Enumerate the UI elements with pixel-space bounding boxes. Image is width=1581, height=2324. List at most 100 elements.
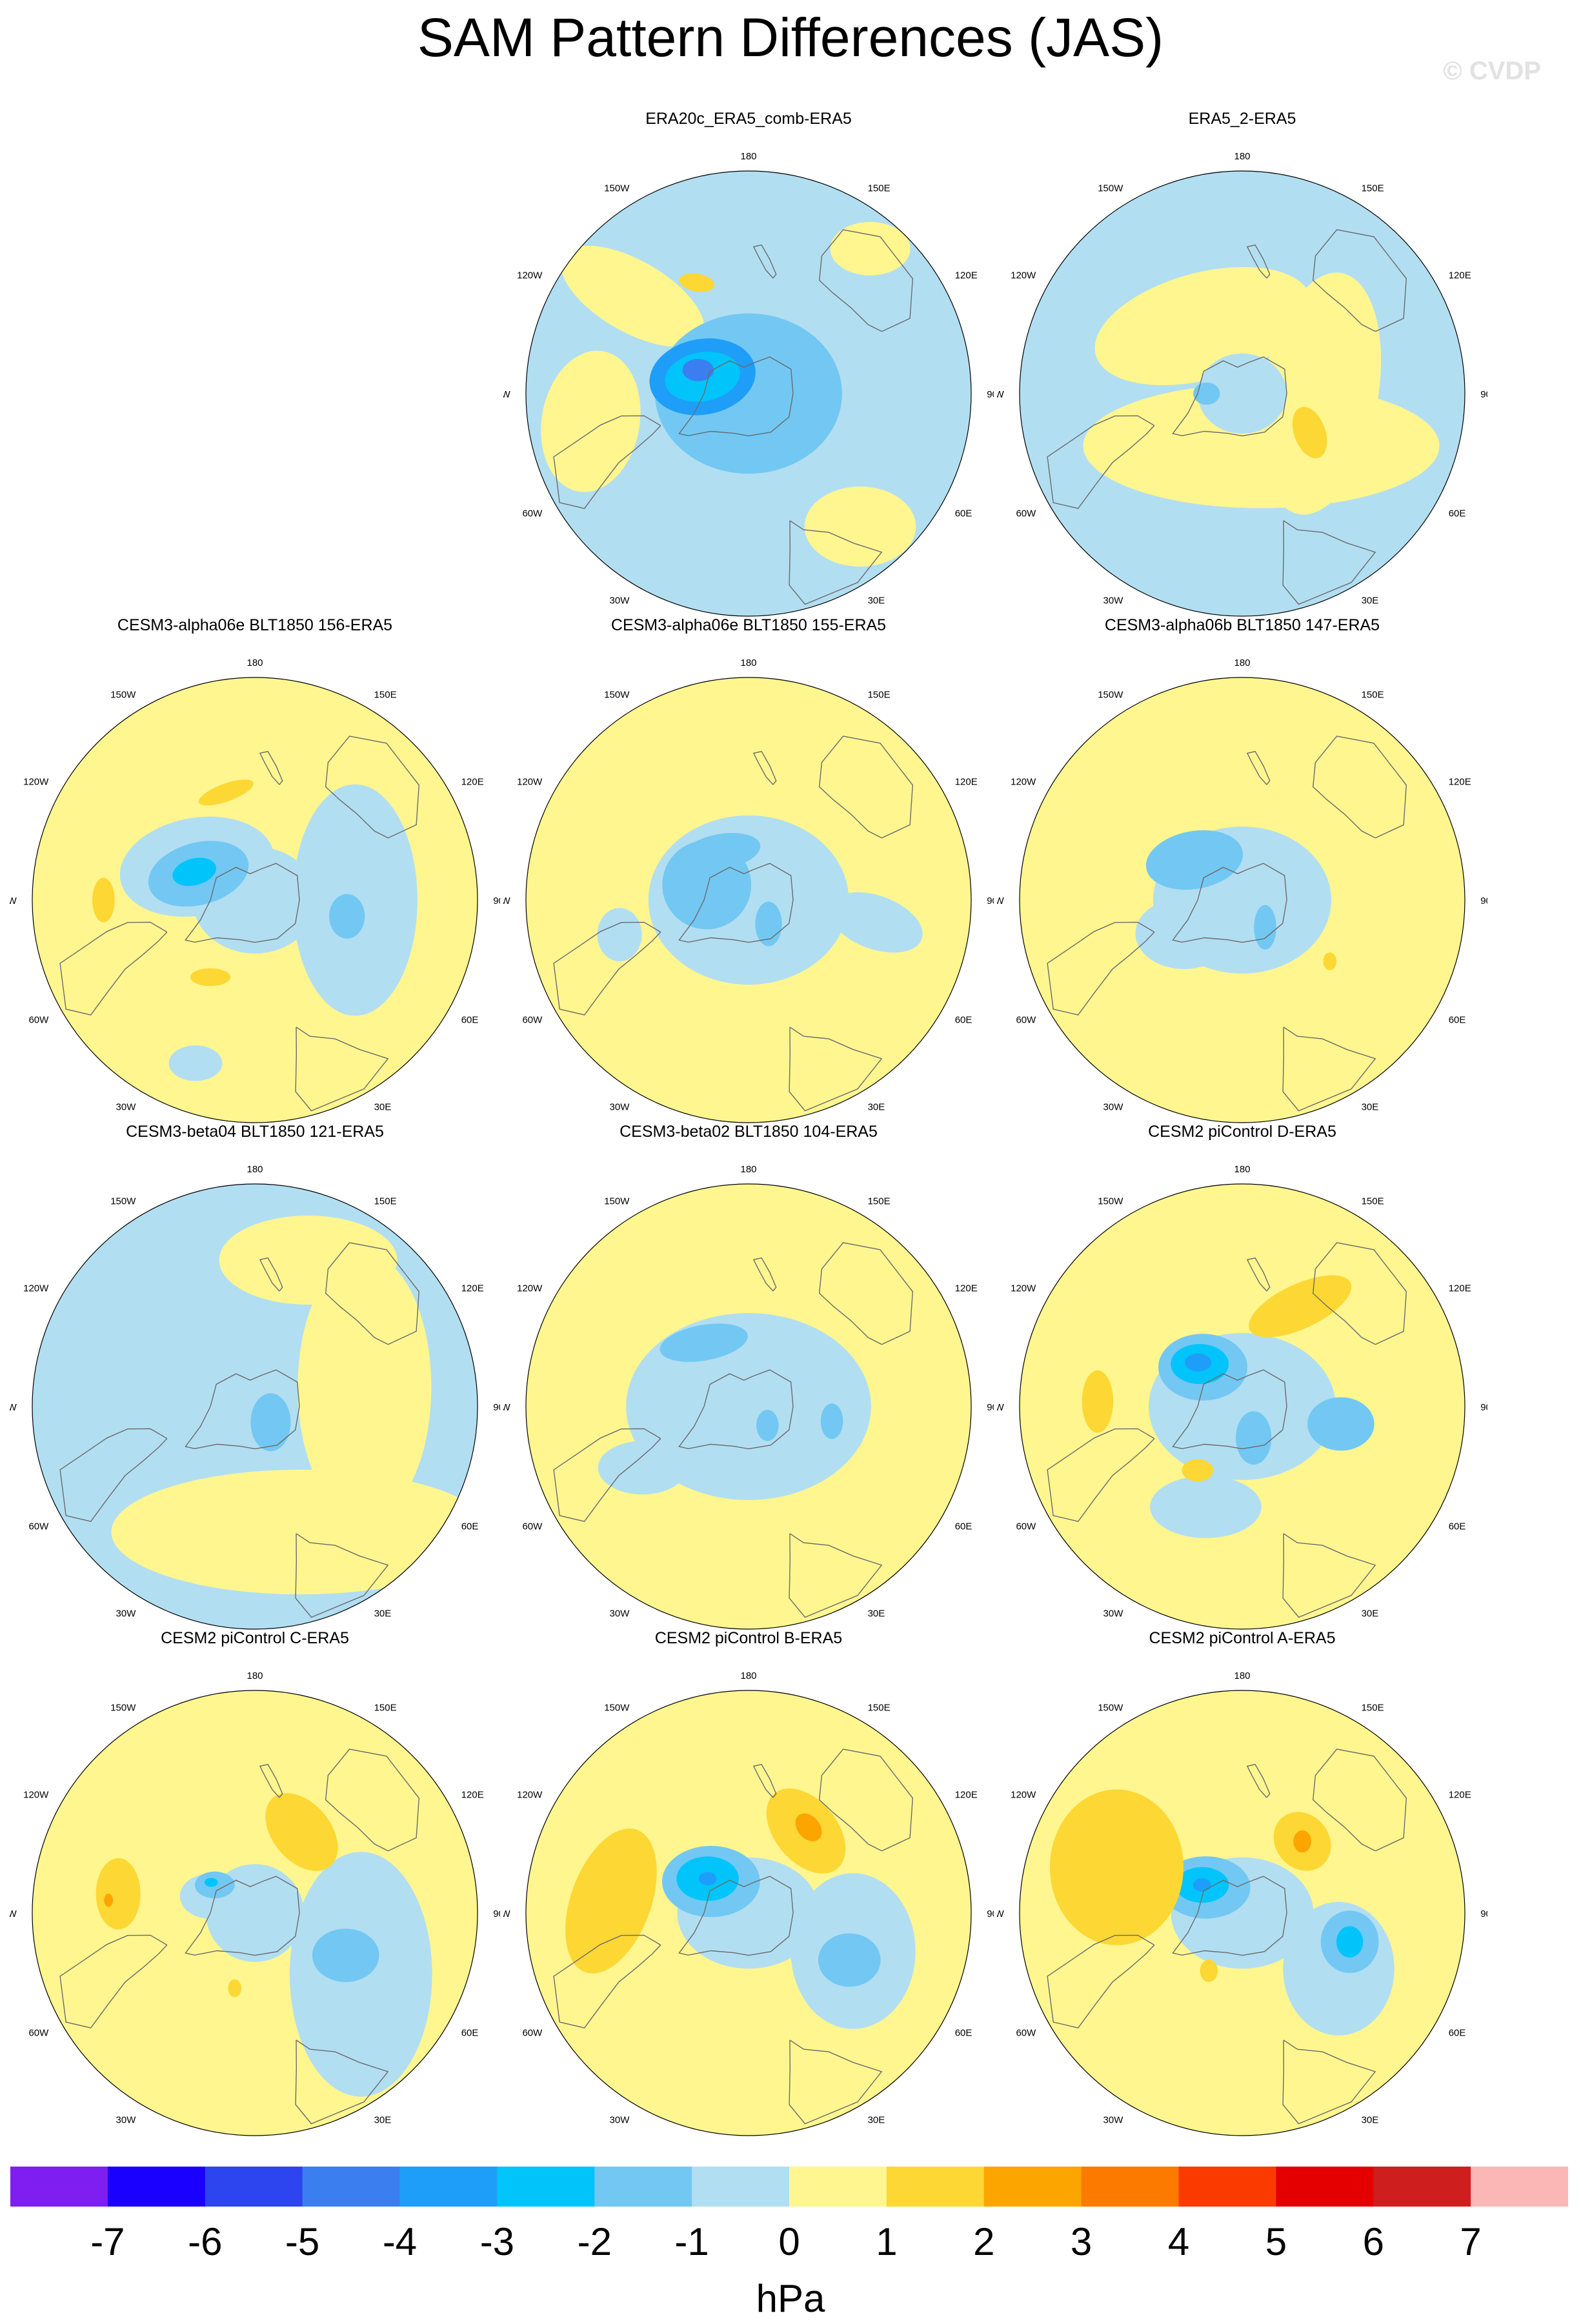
figure-title: SAM Pattern Differences (JAS) (417, 7, 1164, 68)
coastline-antarctica (185, 863, 300, 943)
contour-fields (1020, 1184, 1465, 1629)
colorbar-tick-label: 0 (778, 2220, 800, 2263)
longitude-label: 60E (955, 2028, 972, 2039)
contour-fields (32, 1690, 478, 2136)
contour-region (756, 1410, 779, 1441)
longitude-label: 60E (955, 1521, 972, 1532)
colorbar-swatch (107, 2167, 206, 2207)
map-panel: CESM2 piControl B-ERA5030E60E90E120E150E… (503, 1629, 994, 2139)
longitude-label: 90E (1480, 1402, 1487, 1413)
contour-region (96, 1858, 141, 1930)
longitude-label: 30W (116, 1102, 137, 1113)
contour-region (829, 892, 923, 953)
contour-region (679, 273, 715, 292)
longitude-label: 90E (987, 389, 994, 400)
contour-region (818, 1933, 881, 1987)
longitude-label: 180 (1234, 1670, 1250, 1681)
longitude-label: 150W (110, 1702, 136, 1713)
contour-region (1050, 1789, 1183, 1945)
coastline-samerica (553, 1428, 661, 1522)
contour-region (1193, 382, 1220, 405)
longitude-label: 90E (1480, 1908, 1487, 1919)
coastline-africa (1282, 1533, 1376, 1618)
contour-region (204, 1878, 218, 1887)
panel-title: ERA5_2-ERA5 (1188, 110, 1296, 128)
longitude-label: 30W (116, 2115, 137, 2126)
colorbar-swatch (1178, 2167, 1276, 2207)
longitude-label: 90W (997, 389, 1005, 400)
colorbar-swatch (789, 2167, 887, 2207)
longitude-label: 30W (1103, 1608, 1124, 1619)
longitude-label: 120W (1011, 776, 1036, 787)
contour-fields (1020, 677, 1465, 1123)
coastline-africa (1282, 2039, 1376, 2125)
contour-region (265, 1793, 338, 1871)
longitude-label: 180 (740, 151, 756, 162)
polar-map: 030E60E90E120E150E180150W120W90W60W30W (997, 151, 1487, 617)
coastline-antarctica (1172, 1876, 1287, 1956)
coastline-africa (295, 1533, 389, 1618)
contour-region (1249, 1275, 1352, 1337)
longitude-label: 30E (374, 2115, 392, 2126)
contour-region (1198, 353, 1287, 434)
longitude-label: 30E (374, 1102, 392, 1113)
coastline-samerica (59, 1428, 168, 1522)
longitude-label: 60W (1016, 1015, 1036, 1026)
contour-region (111, 1469, 478, 1595)
coastline-africa (1282, 1027, 1376, 1112)
longitude-label: 150W (1098, 1196, 1123, 1207)
panel-title: CESM2 piControl B-ERA5 (654, 1629, 843, 1647)
longitude-label: 60W (1016, 508, 1036, 519)
contour-region (1145, 830, 1244, 890)
longitude-label: 60E (955, 1015, 972, 1026)
coastline-samerica (59, 1934, 168, 2028)
coastline-antarctica (678, 356, 794, 437)
polar-map: 030E60E90E120E150E180150W120W90W60W30W (503, 657, 994, 1123)
longitude-label: 150E (1362, 1702, 1384, 1713)
colorbar (10, 2167, 1568, 2207)
contour-region (1236, 1411, 1272, 1465)
coastline-samerica (553, 921, 661, 1016)
longitude-label: 120W (23, 1283, 49, 1294)
panel-title: CESM2 piControl A-ERA5 (1149, 1629, 1336, 1647)
map-border (1019, 1690, 1465, 2136)
longitude-label: 30W (610, 1608, 630, 1619)
contour-region (297, 1254, 432, 1521)
longitude-label: 150E (868, 1702, 891, 1713)
map-panel: CESM2 piControl A-ERA5030E60E90E120E150E… (997, 1629, 1487, 2139)
panel-title: CESM3-alpha06e BLT1850 155-ERA5 (610, 616, 887, 634)
coastline-nz (752, 1257, 777, 1292)
contour-region (755, 901, 782, 947)
longitude-label: 150W (604, 1196, 630, 1207)
longitude-label: 30W (610, 2115, 630, 2126)
longitude-label: 150W (110, 689, 136, 700)
longitude-label: 180 (740, 1164, 756, 1175)
longitude-label: 150E (868, 1196, 891, 1207)
longitude-label: 150W (110, 1196, 136, 1207)
map-border (525, 170, 972, 617)
colorbar-tick-label: 5 (1265, 2220, 1287, 2263)
longitude-label: 180 (740, 1670, 756, 1681)
longitude-label: 90W (997, 896, 1005, 907)
longitude-label: 90E (987, 1402, 994, 1413)
longitude-label: 120W (1011, 270, 1036, 281)
contour-region (250, 1393, 291, 1452)
coastline-africa (789, 1533, 883, 1618)
contour-region (168, 1045, 223, 1081)
coastline-samerica (553, 1934, 661, 2028)
map-panel: ERA5_2-ERA5030E60E90E120E150E180150W120W… (997, 110, 1487, 619)
coastline-nz (1246, 1763, 1271, 1798)
longitude-label: 60W (522, 508, 543, 519)
coastline-nz (259, 750, 283, 785)
panel-title: CESM3-alpha06e BLT1850 156-ERA5 (117, 616, 393, 634)
longitude-label: 180 (247, 1164, 263, 1175)
coastline-australia (325, 1748, 420, 1852)
longitude-label: 30W (610, 596, 630, 606)
map-panel: ERA20c_ERA5_comb-ERA5030E60E90E120E150E1… (503, 110, 994, 619)
longitude-label: 90E (1480, 389, 1487, 400)
longitude-label: 90W (997, 1908, 1005, 1919)
longitude-label: 90W (503, 389, 511, 400)
contour-region (1135, 897, 1234, 969)
longitude-label: 90W (10, 1402, 17, 1413)
longitude-label: 60E (461, 2028, 479, 2039)
